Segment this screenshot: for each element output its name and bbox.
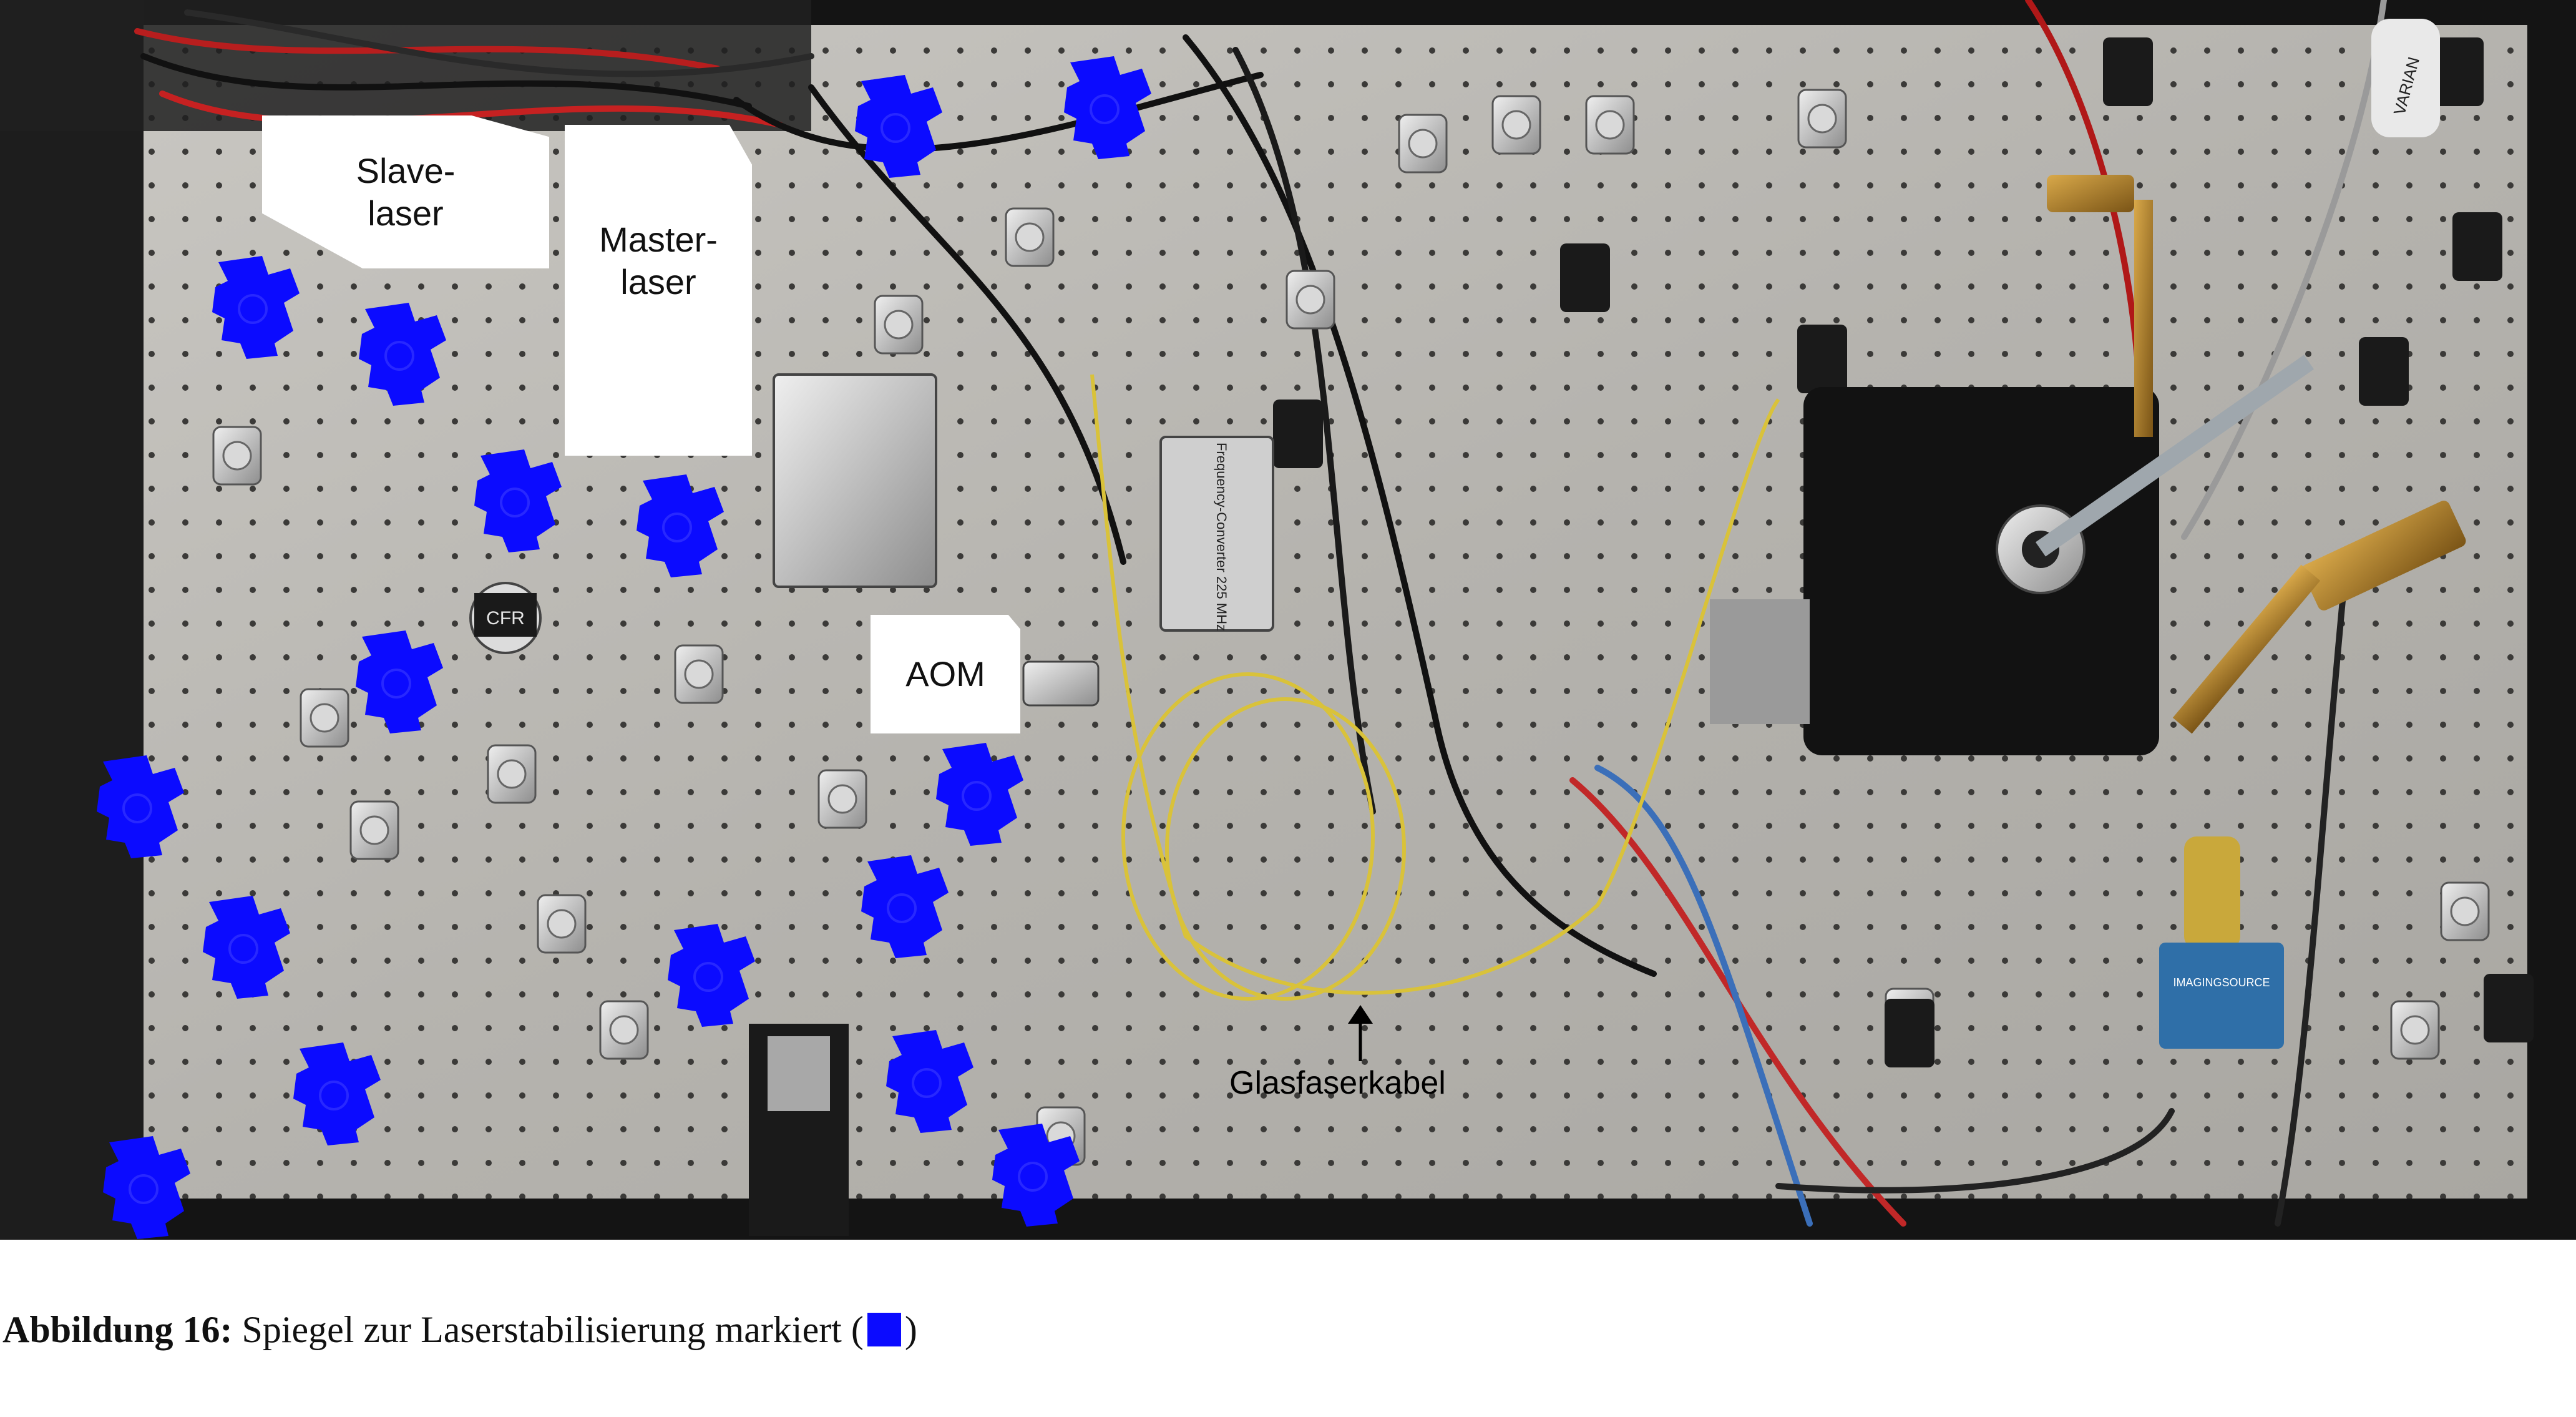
fiber-cable-label: Glasfaserkabel: [1229, 1065, 1446, 1101]
fiber-arrow: [1348, 1005, 1373, 1061]
caption-number: Abbildung 16:: [2, 1308, 233, 1350]
converter-label: Frequency-Converter 225 MHz: [1214, 443, 1229, 631]
caption-text: Spiegel zur Laserstabilisierung markiert…: [242, 1308, 864, 1350]
mirror-marker-swatch: [867, 1313, 901, 1346]
figure-caption: Abbildung 16: Spiegel zur Laserstabilisi…: [0, 1292, 2576, 1367]
camera-brand: IMAGINGSOURCE: [2173, 976, 2270, 989]
cfr-label: CFR: [486, 608, 525, 629]
aom-label: AOM: [871, 615, 1020, 733]
master-laser-label: Master- laser: [565, 125, 752, 456]
caption-close: ): [904, 1308, 917, 1350]
